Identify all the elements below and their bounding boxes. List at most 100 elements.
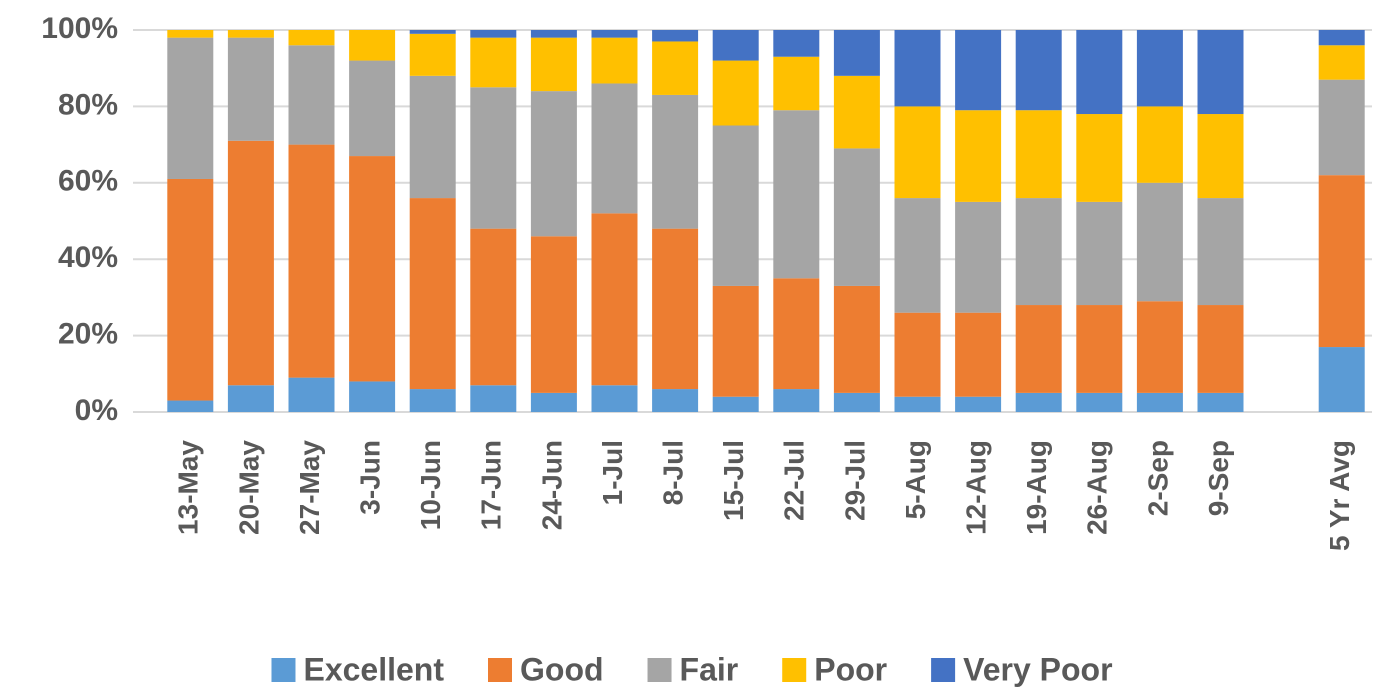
bar-segment: [349, 156, 396, 382]
bar-segment: [773, 389, 820, 412]
bar-segment: [652, 228, 699, 390]
legend-swatch: [931, 658, 956, 682]
bar-segment: [1318, 79, 1365, 176]
bar-segment: [712, 30, 759, 61]
legend-label: Fair: [680, 651, 739, 687]
bar-segment: [470, 37, 517, 88]
bar-segment: [833, 30, 880, 76]
legend-swatch: [647, 658, 672, 682]
x-tick-label: 2-Sep: [1142, 440, 1173, 516]
bar-segment: [1076, 114, 1123, 202]
bar-segment: [652, 30, 699, 42]
bar-segment: [955, 110, 1002, 202]
bar-segment: [1015, 110, 1062, 199]
bar-segment: [349, 60, 396, 157]
bar-segment: [955, 201, 1002, 313]
bar-segment: [894, 396, 941, 412]
y-tick-label: 20%: [58, 318, 118, 351]
bar-segment: [530, 30, 577, 38]
bar-segment: [1197, 30, 1244, 115]
bar-segment: [1318, 30, 1365, 46]
bar-segment: [712, 60, 759, 126]
legend-label: Poor: [814, 651, 887, 687]
bar-segment: [591, 30, 638, 38]
bar-segment: [894, 30, 941, 107]
bar-segment: [349, 381, 396, 412]
bar-segment: [470, 30, 517, 38]
bar-segment: [167, 400, 214, 412]
x-tick-label: 13-May: [173, 440, 204, 535]
bar-segment: [591, 213, 638, 386]
x-tick-label: 29-Jul: [839, 440, 870, 521]
y-tick-label: 60%: [58, 165, 118, 198]
bar-segment: [1318, 347, 1365, 412]
x-tick-label: 15-Jul: [718, 440, 749, 521]
bar-segment: [712, 396, 759, 412]
x-tick-label: 10-Jun: [415, 440, 446, 530]
x-tick-label: 1-Jul: [597, 440, 628, 505]
y-tick-label: 80%: [58, 88, 118, 121]
bar-segment: [167, 178, 214, 401]
bar-segment: [227, 30, 274, 38]
x-tick-label: 5-Aug: [900, 440, 931, 519]
bar-segment: [1136, 182, 1183, 302]
bar-segment: [712, 285, 759, 397]
y-tick-label: 100%: [41, 12, 118, 45]
bar-segment: [1197, 305, 1244, 393]
bar-segment: [409, 389, 456, 412]
bar-segment: [530, 91, 577, 237]
bar-segment: [1136, 30, 1183, 107]
y-tick-label: 0%: [75, 394, 118, 427]
bar-segment: [409, 33, 456, 76]
bar-segment: [227, 37, 274, 141]
x-tick-label: 19-Aug: [1021, 440, 1052, 535]
bar-segment: [227, 385, 274, 412]
bar-segment: [712, 125, 759, 286]
bar-segment: [470, 228, 517, 386]
bar-segment: [1015, 392, 1062, 412]
bar-segment: [470, 385, 517, 412]
legend-label: Excellent: [303, 651, 444, 687]
x-tick-label: 3-Jun: [354, 440, 385, 515]
bar-segment: [1015, 305, 1062, 393]
bar-segment: [1197, 114, 1244, 199]
legend-label: Very Poor: [963, 651, 1112, 687]
bar-segment: [530, 236, 577, 393]
bar-segment: [288, 377, 335, 412]
legend-swatch: [782, 658, 807, 682]
bar-segment: [773, 110, 820, 279]
x-tick-label: 22-Jul: [779, 440, 810, 521]
bar-segment: [470, 87, 517, 229]
bar-segment: [227, 140, 274, 386]
x-tick-label: 12-Aug: [960, 440, 991, 535]
bar-segment: [833, 392, 880, 412]
bar-segment: [409, 30, 456, 34]
bar-segment: [955, 30, 1002, 111]
x-tick-label: 20-May: [233, 440, 264, 535]
bar-segment: [530, 392, 577, 412]
x-tick-label: 27-May: [294, 440, 325, 535]
bar-segment: [894, 312, 941, 397]
bar-segment: [409, 198, 456, 390]
x-tick-label: 24-Jun: [536, 440, 567, 530]
y-tick-label: 40%: [58, 241, 118, 274]
x-tick-label: 26-Aug: [1082, 440, 1113, 535]
x-tick-label: 5 Yr Avg: [1324, 440, 1355, 551]
bar-segment: [833, 75, 880, 149]
bar-segment: [894, 106, 941, 199]
bar-segment: [894, 198, 941, 313]
bar-segment: [591, 83, 638, 214]
bar-segment: [530, 37, 577, 92]
bar-segment: [1136, 392, 1183, 412]
legend: Excellent Good Fair Poor Very Poor: [271, 651, 1113, 687]
bar-segment: [1076, 305, 1123, 393]
bar-segment: [1076, 392, 1123, 412]
bar-segment: [167, 30, 214, 38]
bar-segment: [288, 45, 335, 145]
bar-segment: [955, 312, 1002, 397]
legend-swatch: [488, 658, 512, 682]
bar-segment: [591, 37, 638, 84]
bar-segment: [1136, 301, 1183, 393]
bar-segment: [955, 396, 1002, 412]
